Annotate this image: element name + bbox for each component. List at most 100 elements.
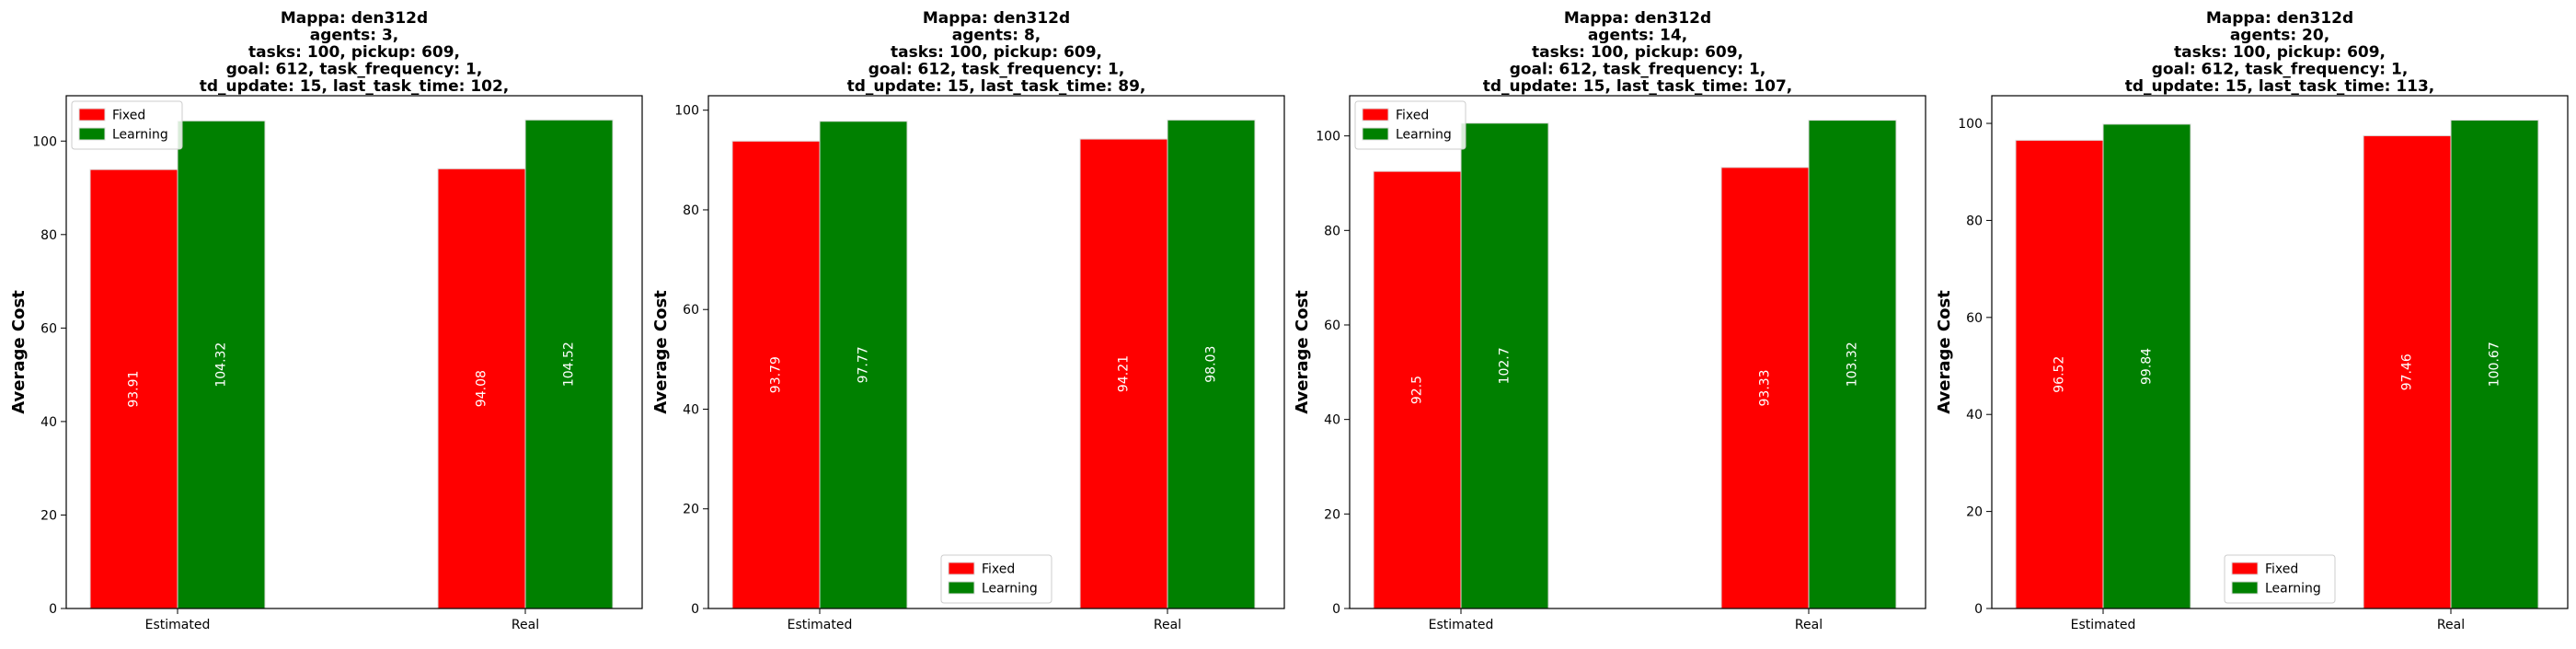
bar-value-label: 100.67: [2488, 342, 2502, 387]
bar-value-label: 93.33: [1758, 369, 1773, 406]
y-tick-label: 100: [32, 134, 57, 149]
y-tick-label: 20: [683, 503, 699, 517]
chart-title-line: goal: 612, task_frequency: 1,: [226, 61, 483, 79]
bar-fixed-real: [2363, 134, 2452, 609]
chart-title-line: agents: 20,: [2230, 27, 2329, 45]
x-tick-label: Estimated: [145, 618, 211, 632]
x-tick-label: Real: [512, 618, 539, 632]
bar-learning-real: [1167, 119, 1256, 609]
legend-label-fixed: Fixed: [982, 562, 1015, 577]
y-tick-label: 80: [1324, 224, 1340, 238]
y-tick-label: 0: [691, 602, 699, 617]
y-tick-label: 100: [1316, 130, 1340, 145]
y-tick-label: 40: [40, 415, 57, 430]
y-tick-label: 40: [1966, 408, 1983, 423]
chart-title-line: Mappa: den312d: [923, 9, 1070, 28]
x-tick-label: Estimated: [2071, 618, 2136, 632]
chart-panel-1: Mappa: den312d agents: 3, tasks: 100, pick…: [0, 0, 644, 649]
chart-title-line: Mappa: den312d: [2206, 9, 2353, 28]
bar-fixed-estimated: [2015, 139, 2104, 609]
y-tick-label: 0: [1974, 602, 1983, 617]
bar-value-label: 94.08: [475, 370, 489, 407]
y-tick-label: 60: [683, 303, 699, 318]
y-tick-label: 40: [1324, 413, 1340, 428]
bar-value-label: 97.77: [857, 346, 871, 383]
legend-label-learning: Learning: [2265, 582, 2321, 597]
x-tick-label: Estimated: [1429, 618, 1494, 632]
x-tick-label: Real: [2437, 618, 2465, 632]
legend-label-fixed: Fixed: [112, 109, 145, 123]
chart-title-line: td_update: 15, last_task_time: 102,: [200, 77, 510, 96]
x-tick-label: Real: [1795, 618, 1823, 632]
bar-value-label: 93.91: [127, 371, 142, 408]
legend-label-fixed: Fixed: [2265, 562, 2298, 577]
chart-panel-3: Mappa: den312d agents: 14, tasks: 100, pic…: [1283, 0, 1927, 649]
chart-title-line: agents: 3,: [310, 27, 399, 45]
chart-title-line: agents: 8,: [952, 27, 1041, 45]
y-tick-label: 20: [40, 508, 57, 523]
chart-title-line: td_update: 15, last_task_time: 113,: [2125, 77, 2435, 96]
legend-label-learning: Learning: [112, 128, 168, 143]
chart-title-line: goal: 612, task_frequency: 1,: [1510, 61, 1766, 79]
bar-fixed-estimated: [731, 140, 821, 609]
legend-swatch-fixed: [78, 108, 106, 122]
y-tick-label: 40: [683, 402, 699, 417]
x-tick-label: Real: [1154, 618, 1181, 632]
legend-label-learning: Learning: [1396, 128, 1452, 143]
chart-title-line: td_update: 15, last_task_time: 107,: [1483, 77, 1793, 96]
bar-value-label: 98.03: [1204, 346, 1219, 383]
y-tick-label: 60: [40, 321, 57, 336]
bar-learning-estimated: [2102, 123, 2191, 609]
y-tick-label: 80: [40, 228, 57, 243]
chart-title-line: Mappa: den312d: [1564, 9, 1711, 28]
bar-fixed-real: [1720, 167, 1810, 609]
y-tick-label: 0: [1332, 602, 1340, 617]
bar-fixed-real: [437, 168, 526, 609]
bar-value-label: 93.79: [769, 356, 784, 393]
legend-swatch-learning: [78, 127, 106, 141]
bar-value-label: 99.84: [2140, 348, 2155, 385]
plot-frame: [1991, 95, 2569, 609]
y-tick-label: 80: [1966, 214, 1983, 228]
chart-title-line: goal: 612, task_frequency: 1,: [2152, 61, 2409, 79]
bar-value-label: 94.21: [1117, 355, 1132, 392]
y-tick-label: 0: [49, 602, 57, 617]
bar-value-label: 97.46: [2400, 353, 2415, 390]
y-tick-label: 80: [683, 203, 699, 218]
y-axis-label: Average Cost: [1935, 290, 1954, 414]
plot-frame: [707, 95, 1285, 609]
bar-fixed-real: [1079, 138, 1168, 609]
plot-frame: [65, 95, 643, 609]
legend-label-fixed: Fixed: [1396, 109, 1429, 123]
chart-title-line: tasks: 100, pickup: 609,: [248, 43, 460, 62]
legend-swatch-learning: [948, 581, 975, 595]
bar-fixed-estimated: [1373, 170, 1462, 609]
y-axis-label: Average Cost: [1293, 290, 1312, 414]
y-tick-label: 20: [1966, 505, 1983, 520]
bar-learning-estimated: [1460, 122, 1549, 609]
legend-label-learning: Learning: [982, 582, 1038, 597]
legend-swatch-fixed: [2231, 562, 2259, 575]
bar-value-label: 104.52: [562, 342, 577, 387]
bar-learning-real: [524, 119, 614, 609]
chart-title-line: tasks: 100, pickup: 609,: [2174, 43, 2386, 62]
y-tick-label: 60: [1324, 319, 1340, 333]
plot-frame: [1349, 95, 1926, 609]
bar-learning-estimated: [819, 121, 908, 609]
bar-value-label: 103.32: [1846, 342, 1860, 387]
legend-swatch-learning: [2231, 581, 2259, 595]
bar-learning-real: [2450, 120, 2539, 609]
chart-title-line: goal: 612, task_frequency: 1,: [868, 61, 1125, 79]
y-tick-label: 100: [674, 104, 699, 119]
chart-title-line: tasks: 100, pickup: 609,: [891, 43, 1102, 62]
bar-value-label: 92.5: [1410, 376, 1425, 404]
legend-swatch-learning: [1362, 127, 1389, 141]
y-axis-label: Average Cost: [9, 290, 29, 414]
y-tick-label: 100: [1958, 117, 1983, 132]
y-axis-label: Average Cost: [651, 290, 671, 414]
y-tick-label: 60: [1966, 311, 1983, 326]
legend-swatch-fixed: [1362, 108, 1389, 122]
